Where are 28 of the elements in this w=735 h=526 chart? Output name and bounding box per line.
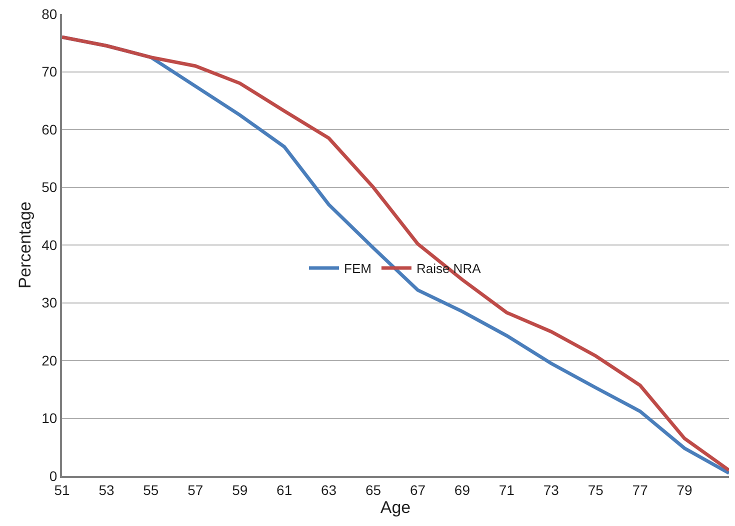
x-tick-label: 79 xyxy=(676,482,693,498)
x-tick-label: 71 xyxy=(498,482,515,498)
y-tick-label: 20 xyxy=(42,352,58,368)
x-tick-label: 77 xyxy=(632,482,648,498)
y-axis-title: Percentage xyxy=(16,202,35,288)
y-tick-label: 0 xyxy=(49,468,58,484)
x-tick-label: 51 xyxy=(54,482,70,498)
x-tick-label: 75 xyxy=(588,482,604,498)
x-tick-label: 57 xyxy=(188,482,204,498)
y-tick-label: 10 xyxy=(42,410,58,426)
x-tick-label: 61 xyxy=(276,482,292,498)
y-tick-label: 70 xyxy=(42,64,58,80)
x-tick-label: 55 xyxy=(143,482,159,498)
y-tick-label: 30 xyxy=(42,294,58,311)
x-tick-label: 65 xyxy=(365,482,382,498)
x-tick-label: 63 xyxy=(321,482,337,498)
x-axis-title: Age xyxy=(380,498,411,517)
x-tick-label: 59 xyxy=(232,482,248,498)
legend-label: FEM xyxy=(344,261,372,276)
x-tick-label: 69 xyxy=(454,482,470,498)
y-tick-label: 60 xyxy=(42,121,58,138)
y-tick-label: 80 xyxy=(42,6,58,22)
y-tick-label: 50 xyxy=(42,179,58,196)
y-tick-label: 40 xyxy=(42,236,58,253)
x-tick-label: 53 xyxy=(98,482,114,498)
x-tick-label: 67 xyxy=(410,482,426,498)
x-tick-label: 73 xyxy=(543,482,560,498)
legend-label: Raise NRA xyxy=(416,261,482,276)
